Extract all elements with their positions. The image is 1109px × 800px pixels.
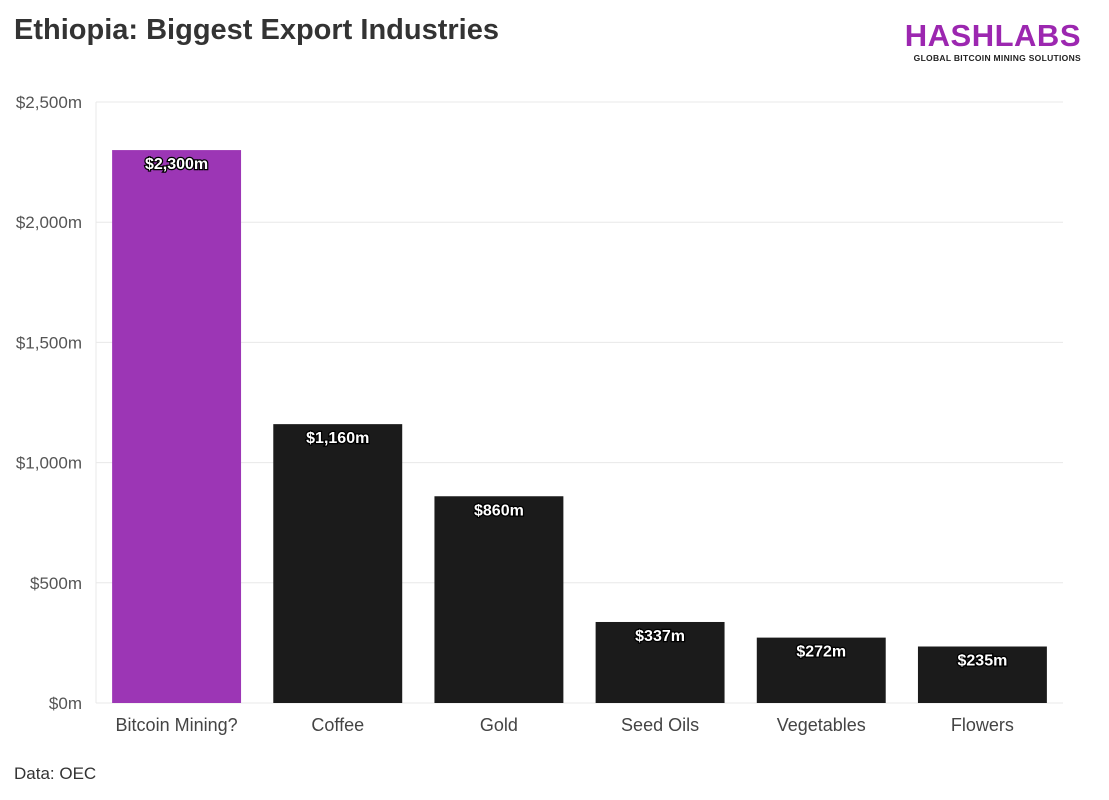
bar [434, 496, 564, 703]
data-label: $235m [958, 653, 1008, 670]
y-tick-label: $2,000m [16, 213, 82, 232]
data-label: $1,160m [306, 430, 369, 447]
logo-tagline: GLOBAL BITCOIN MINING SOLUTIONS [913, 53, 1081, 63]
x-category-label: Vegetables [777, 715, 866, 735]
y-tick-label: $0m [49, 694, 82, 713]
data-source: Data: OEC [14, 764, 97, 783]
y-tick-label: $2,500m [16, 93, 82, 112]
data-label: $2,300m [145, 156, 208, 173]
data-label: $337m [635, 628, 685, 645]
y-tick-label: $1,500m [16, 333, 82, 352]
x-category-label: Flowers [951, 715, 1014, 735]
hashlabs-logo: HASHLABS GLOBAL BITCOIN MINING SOLUTIONS [905, 20, 1081, 63]
x-category-label: Coffee [311, 715, 364, 735]
bar [595, 621, 725, 703]
logo-wordmark: HASHLABS [904, 18, 1081, 53]
x-category-label: Gold [480, 715, 518, 735]
data-label: $272m [796, 644, 846, 661]
y-tick-label: $500m [30, 574, 82, 593]
data-label: $860m [474, 502, 524, 519]
bar [756, 637, 886, 703]
bar [112, 150, 242, 703]
x-category-label: Bitcoin Mining? [116, 715, 238, 735]
bar [917, 646, 1047, 703]
x-category-label: Seed Oils [621, 715, 699, 735]
y-tick-label: $1,000m [16, 454, 82, 473]
bar [273, 424, 403, 703]
chart-title: Ethiopia: Biggest Export Industries [14, 14, 499, 46]
